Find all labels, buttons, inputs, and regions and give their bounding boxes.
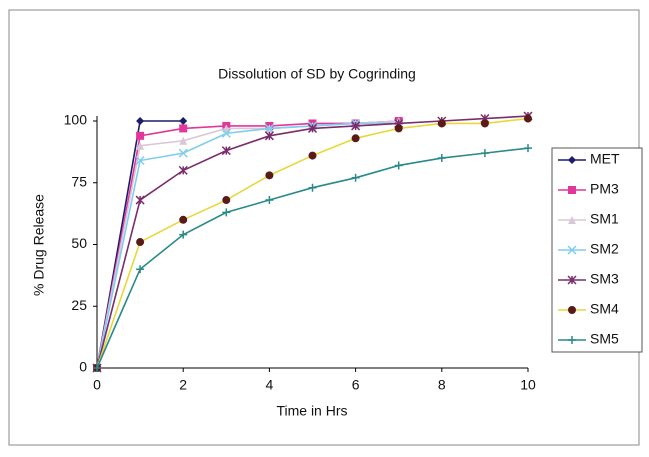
legend-label: SM1 [590, 211, 619, 227]
marker [568, 156, 576, 164]
x-tick-label: 0 [93, 377, 101, 393]
y-tick-label: 50 [71, 235, 87, 251]
marker [221, 128, 231, 138]
x-tick-label: 10 [520, 377, 536, 393]
marker [135, 195, 145, 205]
marker [437, 119, 446, 128]
series-line [96, 122, 399, 369]
marker [178, 165, 188, 175]
marker [178, 148, 188, 158]
marker [568, 186, 576, 194]
marker [308, 183, 317, 192]
marker [264, 123, 274, 133]
marker [480, 149, 489, 158]
x-tick-label: 4 [266, 377, 274, 393]
marker [179, 136, 188, 145]
legend-label: SM5 [590, 331, 619, 347]
marker [179, 215, 188, 224]
legend-label: SM3 [590, 271, 619, 287]
marker [179, 230, 188, 239]
marker [394, 161, 403, 170]
chart-title: Dissolution of SD by Cogrinding [218, 66, 416, 82]
marker [394, 124, 403, 133]
marker [568, 336, 576, 344]
marker [179, 117, 188, 125]
marker [568, 216, 576, 224]
y-tick-label: 75 [71, 173, 87, 189]
legend-label: SM4 [590, 301, 619, 317]
marker [93, 364, 101, 372]
marker [221, 146, 231, 156]
marker [265, 196, 274, 205]
marker [136, 117, 145, 125]
marker [480, 119, 489, 128]
marker [222, 196, 231, 205]
marker [308, 151, 317, 160]
marker [351, 134, 360, 143]
y-tick-label: 100 [64, 112, 88, 128]
marker [524, 144, 532, 153]
legend-label: PM3 [590, 181, 619, 197]
marker [307, 123, 318, 133]
marker [351, 173, 360, 182]
y-tick-label: 25 [71, 297, 87, 313]
marker [265, 171, 274, 180]
marker [179, 124, 188, 133]
marker [567, 275, 577, 285]
x-axis-label: Time in Hrs [276, 403, 347, 419]
marker [351, 121, 361, 131]
y-axis-label: % Drug Release [31, 194, 47, 296]
x-tick-label: 8 [438, 377, 446, 393]
marker [136, 131, 145, 140]
marker [264, 131, 274, 141]
legend-label: MET [590, 151, 620, 167]
marker [136, 265, 145, 274]
chart-frame [8, 9, 640, 446]
marker [437, 154, 446, 163]
x-tick-label: 6 [352, 377, 360, 393]
marker [524, 114, 532, 123]
y-tick-label: 0 [79, 359, 87, 375]
x-tick-label: 2 [179, 377, 187, 393]
marker [567, 245, 577, 255]
marker [135, 155, 145, 166]
marker [136, 141, 145, 150]
marker [568, 306, 576, 314]
marker [222, 208, 231, 217]
legend-label: SM2 [590, 241, 619, 257]
marker [136, 238, 145, 247]
